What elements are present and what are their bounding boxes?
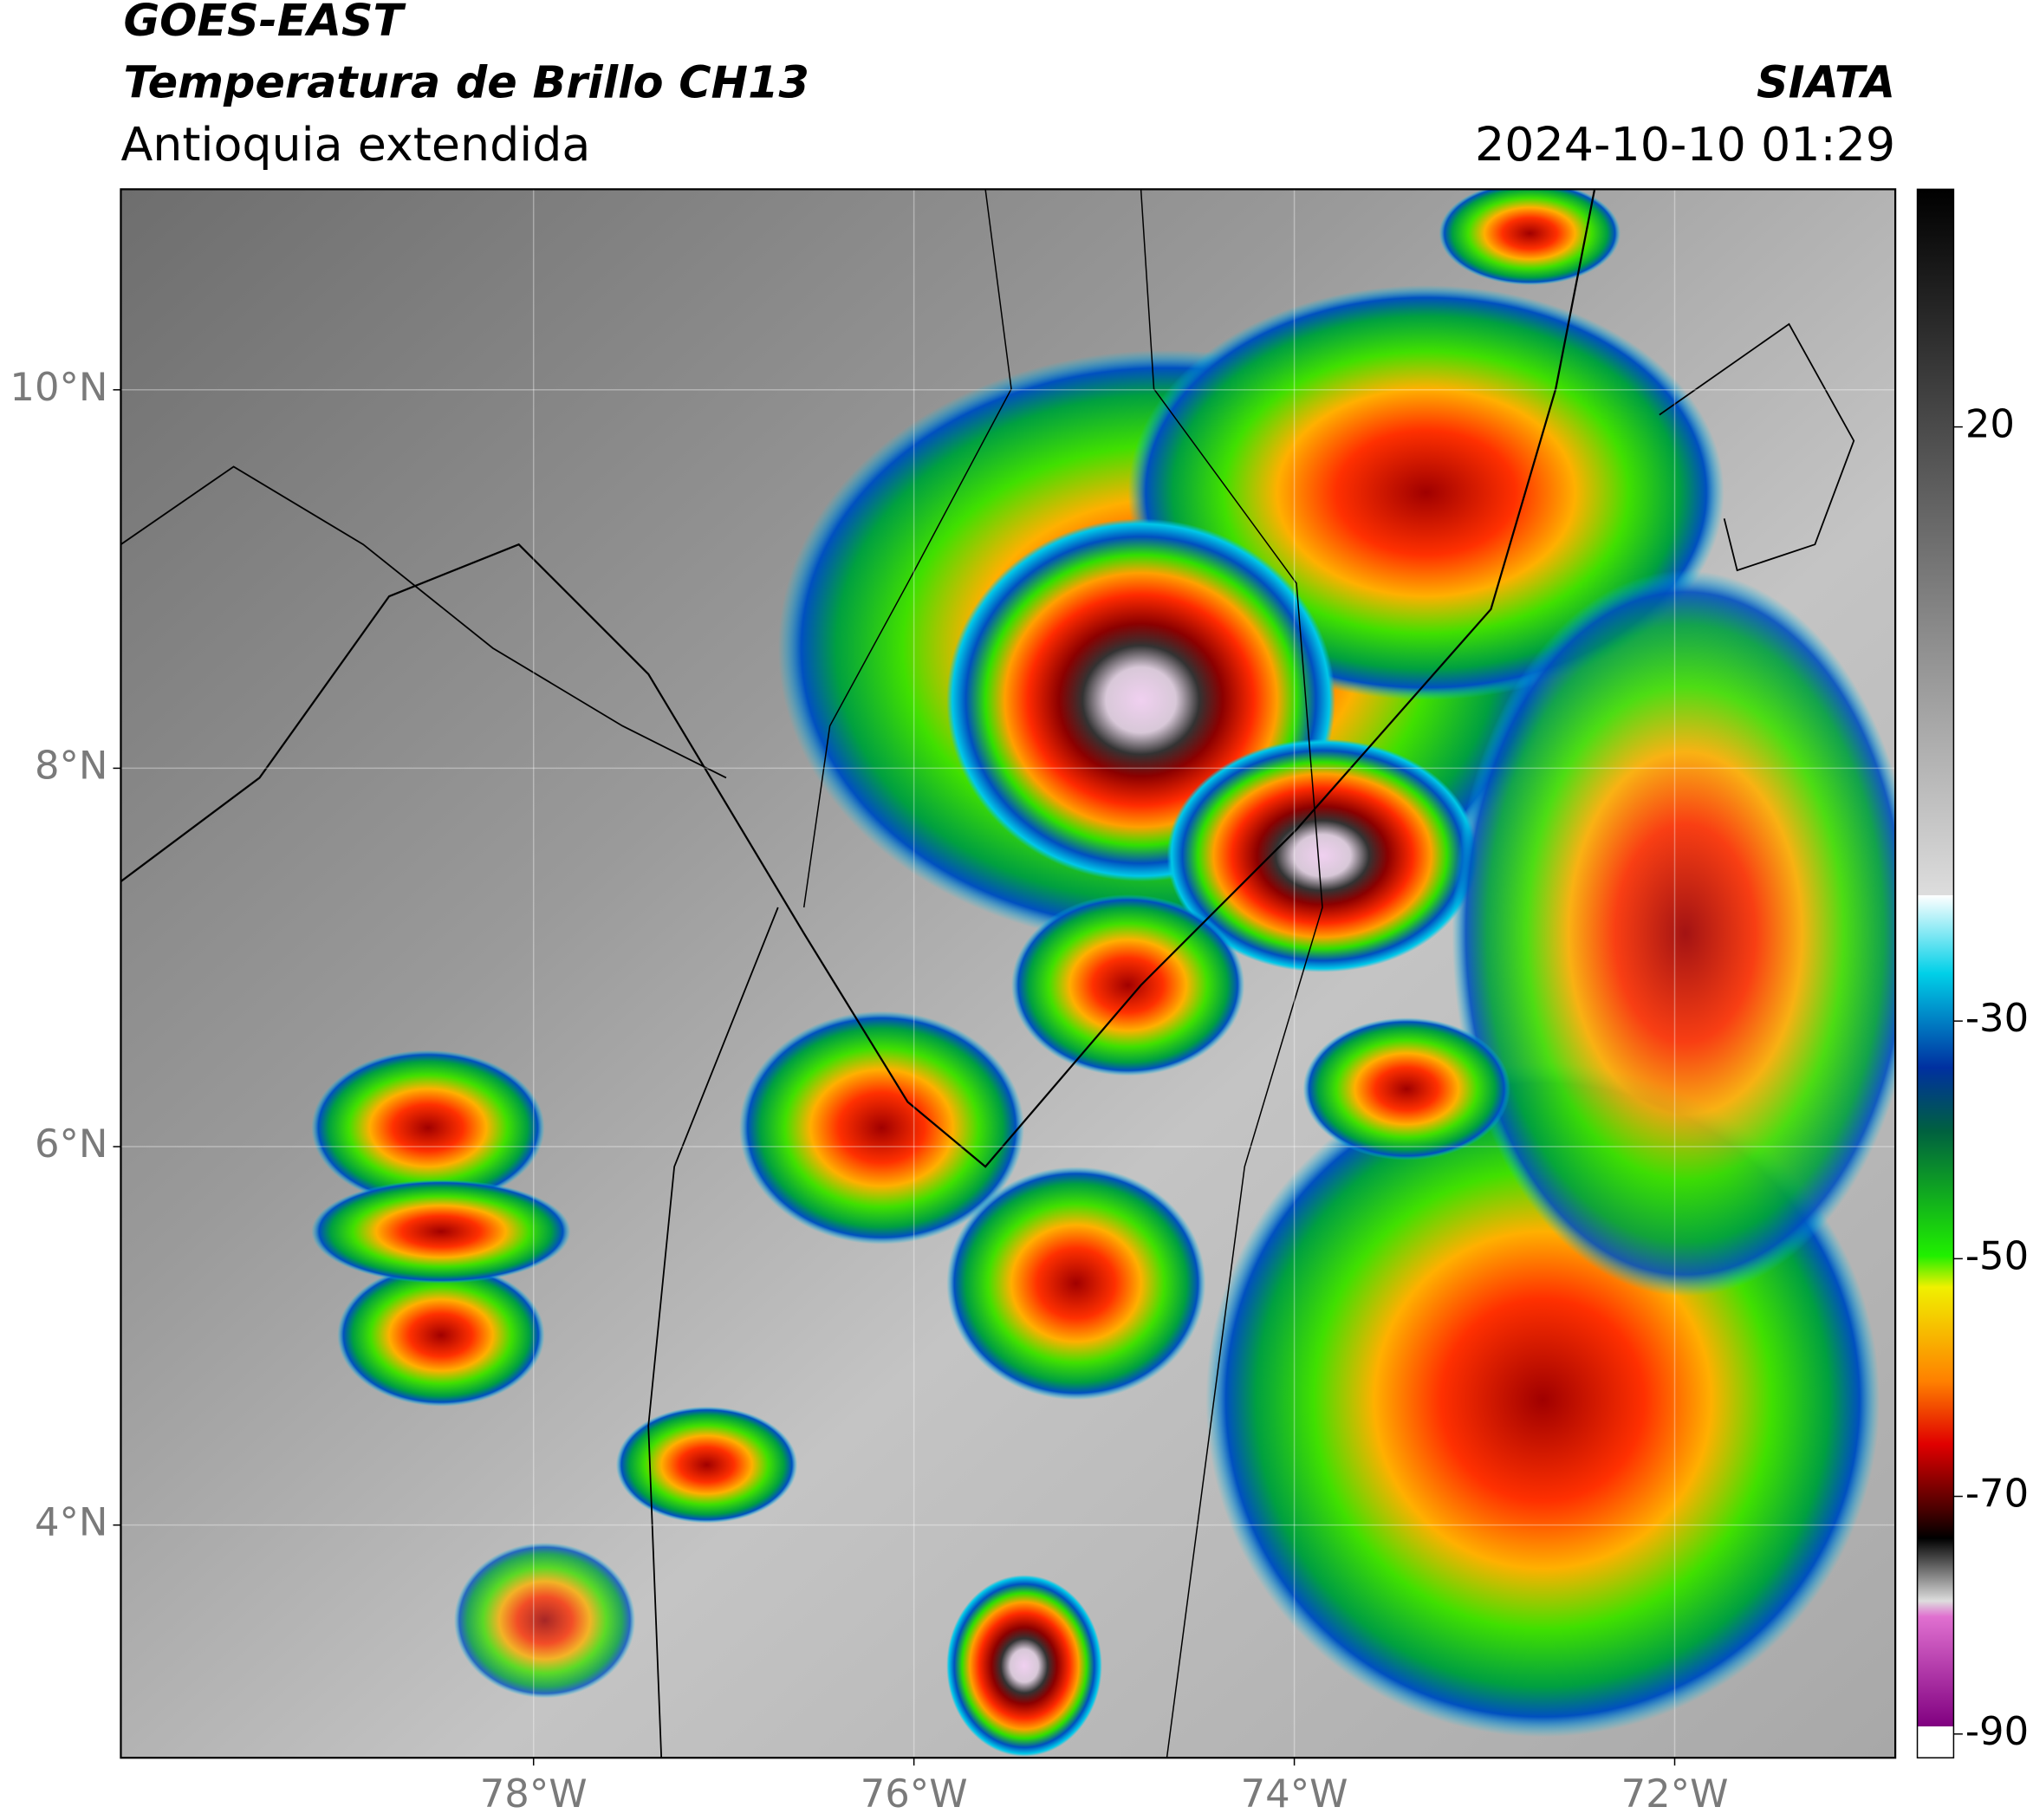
- colorbar-tick-label: -70: [1965, 1471, 2029, 1517]
- colorbar-tick-label: 20: [1965, 401, 2015, 447]
- x-tick-label: 76°W: [861, 1771, 968, 1817]
- y-tick-label: 8°N: [35, 742, 108, 788]
- region: Antioquia extendida: [120, 117, 590, 172]
- map-image: [120, 189, 1896, 1758]
- grid: [120, 189, 1896, 1758]
- x-tick-label: 78°W: [480, 1771, 588, 1817]
- map-frame: [120, 188, 1897, 1759]
- x-tick-label: 74°W: [1241, 1771, 1348, 1817]
- colorbar-tick-label: -30: [1965, 995, 2029, 1041]
- colorbar-tick-label: -90: [1965, 1708, 2029, 1754]
- subtitle: Temperatura de Brillo CH13: [123, 57, 809, 108]
- x-tick-label: 72°W: [1621, 1771, 1729, 1817]
- title: GOES-EAST: [123, 0, 406, 46]
- source: SIATA: [1757, 57, 1895, 108]
- colorbar-tick-label: -50: [1965, 1232, 2029, 1278]
- datetime: 2024-10-10 01:29: [1475, 117, 1895, 172]
- y-tick-label: 10°N: [10, 364, 107, 410]
- y-tick-label: 4°N: [35, 1499, 108, 1545]
- y-tick-label: 6°N: [35, 1121, 108, 1167]
- colorbar: [1916, 188, 1955, 1758]
